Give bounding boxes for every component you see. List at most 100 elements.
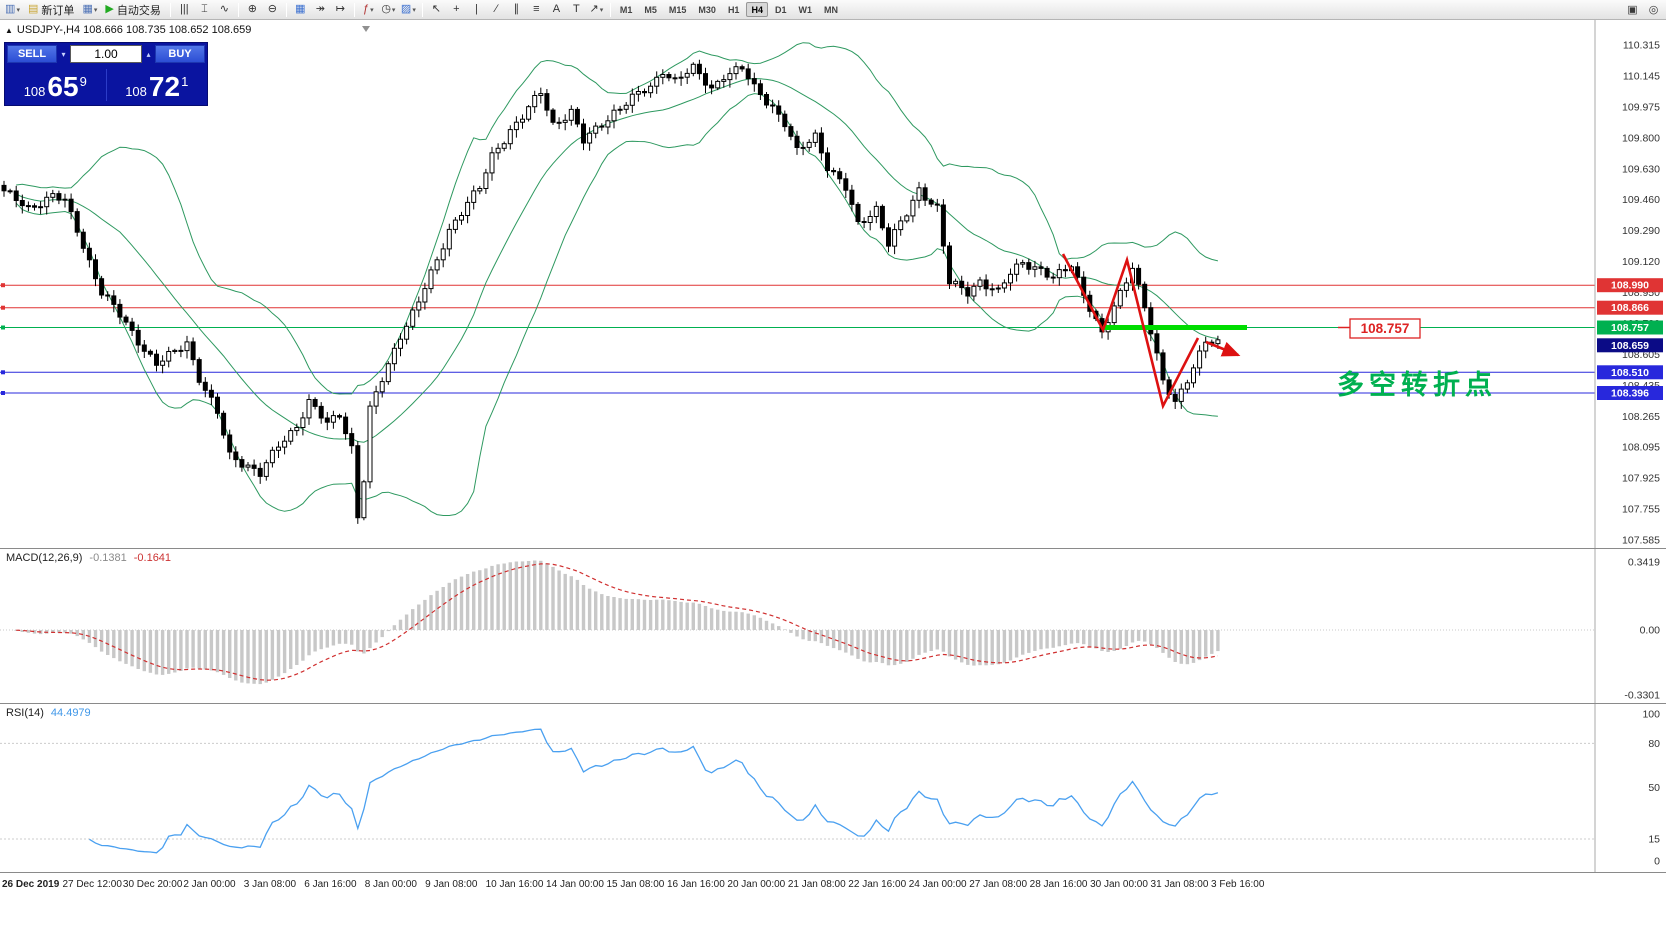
ask-price[interactable]: 108 72 1 — [107, 65, 208, 105]
autotrading-play-icon: ▶ — [105, 3, 114, 15]
caret-down-icon: ▾ — [16, 6, 20, 14]
time-axis-label: 14 Jan 00:00 — [546, 879, 604, 890]
symbol-marker-icon: ▲ — [5, 25, 13, 35]
new-chart-button[interactable]: ▥ ▾ — [3, 1, 22, 18]
svg-text:107.585: 107.585 — [1622, 535, 1660, 547]
vertical-line-tool-button[interactable]: | — [467, 1, 486, 18]
indicators-button[interactable]: ƒ ▾ — [359, 1, 378, 18]
rsi-label: RSI(14) — [6, 707, 44, 719]
svg-text:110.315: 110.315 — [1623, 40, 1660, 52]
new-window-icon[interactable]: ▣ — [1627, 4, 1638, 16]
tile-windows-button[interactable]: ▦ — [291, 1, 310, 18]
tab-timeframe-m15[interactable]: M15 — [668, 4, 687, 15]
arrow-tool-icon: ↗ — [589, 3, 599, 15]
macd-axis: 0.3419 0.00 -0.3301 — [1594, 549, 1661, 704]
svg-text:0.00: 0.00 — [1640, 625, 1661, 637]
macd-label-row: MACD(12,26,9) -0.1381 -0.1641 — [6, 552, 171, 564]
volume-increase-button[interactable]: ▴ — [146, 49, 151, 59]
bollinger-bands — [15, 42, 1219, 516]
time-axis-label: 3 Feb 16:00 — [1211, 879, 1265, 890]
toolbar-separator — [285, 2, 287, 17]
new-order-button-label: 新订单 — [41, 4, 75, 17]
time-axis-label: 21 Jan 08:00 — [787, 879, 846, 890]
chart-profiles-button[interactable]: ▦ ▾ — [80, 1, 99, 18]
zoom-in-button[interactable]: ⊕ — [243, 1, 262, 18]
svg-text:108.757: 108.757 — [1611, 322, 1649, 334]
svg-text:109.630: 109.630 — [1622, 163, 1660, 175]
candlestick-type-button[interactable]: ⌶ — [195, 1, 214, 18]
sell-button[interactable]: SELL — [7, 45, 57, 63]
time-axis-label: 15 Jan 08:00 — [606, 879, 665, 890]
tab-timeframe-mn[interactable]: MN — [823, 4, 838, 15]
periods-button[interactable]: ◷ ▾ — [379, 1, 398, 18]
tab-timeframe-h1[interactable]: H1 — [727, 4, 740, 15]
svg-text:108.396: 108.396 — [1611, 388, 1649, 400]
crosshair-tool-button[interactable]: + — [447, 1, 466, 18]
chart-shift-icon: ↦ — [335, 3, 345, 15]
caret-down-icon: ▾ — [93, 6, 98, 14]
svg-text:109.460: 109.460 — [1622, 194, 1660, 206]
templates-button[interactable]: ▨ ▾ — [399, 1, 418, 18]
price-chart[interactable]: 108.757 多空转折点 110.315 110.145 109.975 109.800… — [0, 20, 1666, 548]
svg-text:108.265: 108.265 — [1622, 411, 1660, 423]
macd-plot: 0.3419 0.00 -0.3301 — [0, 549, 1661, 704]
profiles-icon: ▦ — [82, 3, 93, 15]
text-tool-button[interactable]: A — [547, 1, 566, 18]
text-icon: A — [552, 3, 561, 15]
new-order-icon: ▤ — [28, 3, 39, 15]
macd-label: MACD(12,26,9) — [6, 552, 83, 564]
time-axis-label: 22 Jan 16:00 — [848, 879, 907, 890]
autotrading-button[interactable]: ▶ 自动交易 — [100, 1, 165, 18]
fibonacci-tool-button[interactable]: ≡ — [527, 1, 546, 18]
time-axis-label: 3 Jan 08:00 — [243, 879, 297, 890]
time-axis-label: 27 Dec 12:00 — [62, 879, 122, 890]
vertical-line-icon: | — [474, 3, 478, 15]
cn-annotation: 多空转折点 — [1337, 369, 1497, 400]
caret-down-icon: ▾ — [599, 6, 604, 14]
bid-price[interactable]: 108 65 9 — [5, 65, 106, 105]
svg-text:50: 50 — [1648, 782, 1660, 794]
time-axis-label: 26 Dec 2019 — [2, 879, 60, 890]
chart-shift-button[interactable]: ↦ — [331, 1, 350, 18]
volume-decrease-button[interactable]: ▾ — [61, 49, 66, 59]
tab-timeframe-m1[interactable]: M1 — [619, 4, 633, 15]
timeframe-toolbar: M1 M5 M15 M30 H1 H4 D1 W1 MN — [615, 2, 843, 17]
bar-chart-type-button[interactable]: ||| — [175, 1, 194, 18]
channel-icon: ∥ — [513, 3, 520, 15]
tab-timeframe-h4[interactable]: H4 — [746, 2, 768, 17]
rsi-levels — [0, 742, 1595, 840]
buy-button[interactable]: BUY — [155, 45, 205, 63]
label-tool-button[interactable]: T — [567, 1, 586, 18]
rsi-plot: 100 80 50 15 0 — [0, 704, 1660, 873]
toolbar-right-icons: ▣ ◎ — [1623, 1, 1663, 18]
time-axis-label: 16 Jan 16:00 — [666, 879, 725, 890]
time-axis-label: 31 Jan 08:00 — [1150, 879, 1209, 890]
trendline-tool-button[interactable]: ∕ — [487, 1, 506, 18]
arrows-tool-button[interactable]: ↗ ▾ — [587, 1, 606, 18]
line-chart-type-button[interactable]: ∿ — [215, 1, 234, 18]
toolbar: ▥ ▾ ▤ 新订单 ▦ ▾ ▶ 自动交易 ||| ⌶ ∿ ⊕ ⊖ ▦ ↠ ↦ ƒ ▾ ◷ ▾ ▨ ▾ ↖ + | ∕ ∥ ≡ A T ↗ ▾ M… — [0, 0, 1666, 20]
time-axis-label: 8 Jan 00:00 — [364, 879, 417, 890]
search-icon[interactable]: ◎ — [1648, 4, 1659, 16]
ask-price-pipette: 1 — [181, 74, 189, 89]
svg-text:109.800: 109.800 — [1622, 132, 1660, 144]
channel-tool-button[interactable]: ∥ — [507, 1, 526, 18]
tab-timeframe-m5[interactable]: M5 — [644, 4, 657, 15]
svg-text:108.095: 108.095 — [1622, 442, 1660, 454]
trendline-icon: ∕ — [495, 3, 498, 15]
tab-timeframe-w1[interactable]: W1 — [798, 4, 812, 15]
time-axis-label: 2 Jan 00:00 — [183, 879, 236, 890]
crosshair-icon: + — [453, 3, 460, 15]
fibonacci-icon: ≡ — [533, 3, 540, 15]
bar-chart-icon: ||| — [180, 3, 189, 15]
zoom-out-button[interactable]: ⊖ — [263, 1, 282, 18]
tab-timeframe-m30[interactable]: M30 — [698, 4, 716, 15]
new-order-button[interactable]: ▤ 新订单 — [23, 1, 79, 18]
cursor-tool-button[interactable]: ↖ — [427, 1, 446, 18]
tab-timeframe-d1[interactable]: D1 — [774, 4, 787, 15]
time-axis-label: 27 Jan 08:00 — [969, 879, 1028, 890]
svg-text:110.145: 110.145 — [1623, 70, 1660, 82]
volume-input[interactable]: 1.00 — [70, 45, 142, 63]
auto-scroll-button[interactable]: ↠ — [311, 1, 330, 18]
